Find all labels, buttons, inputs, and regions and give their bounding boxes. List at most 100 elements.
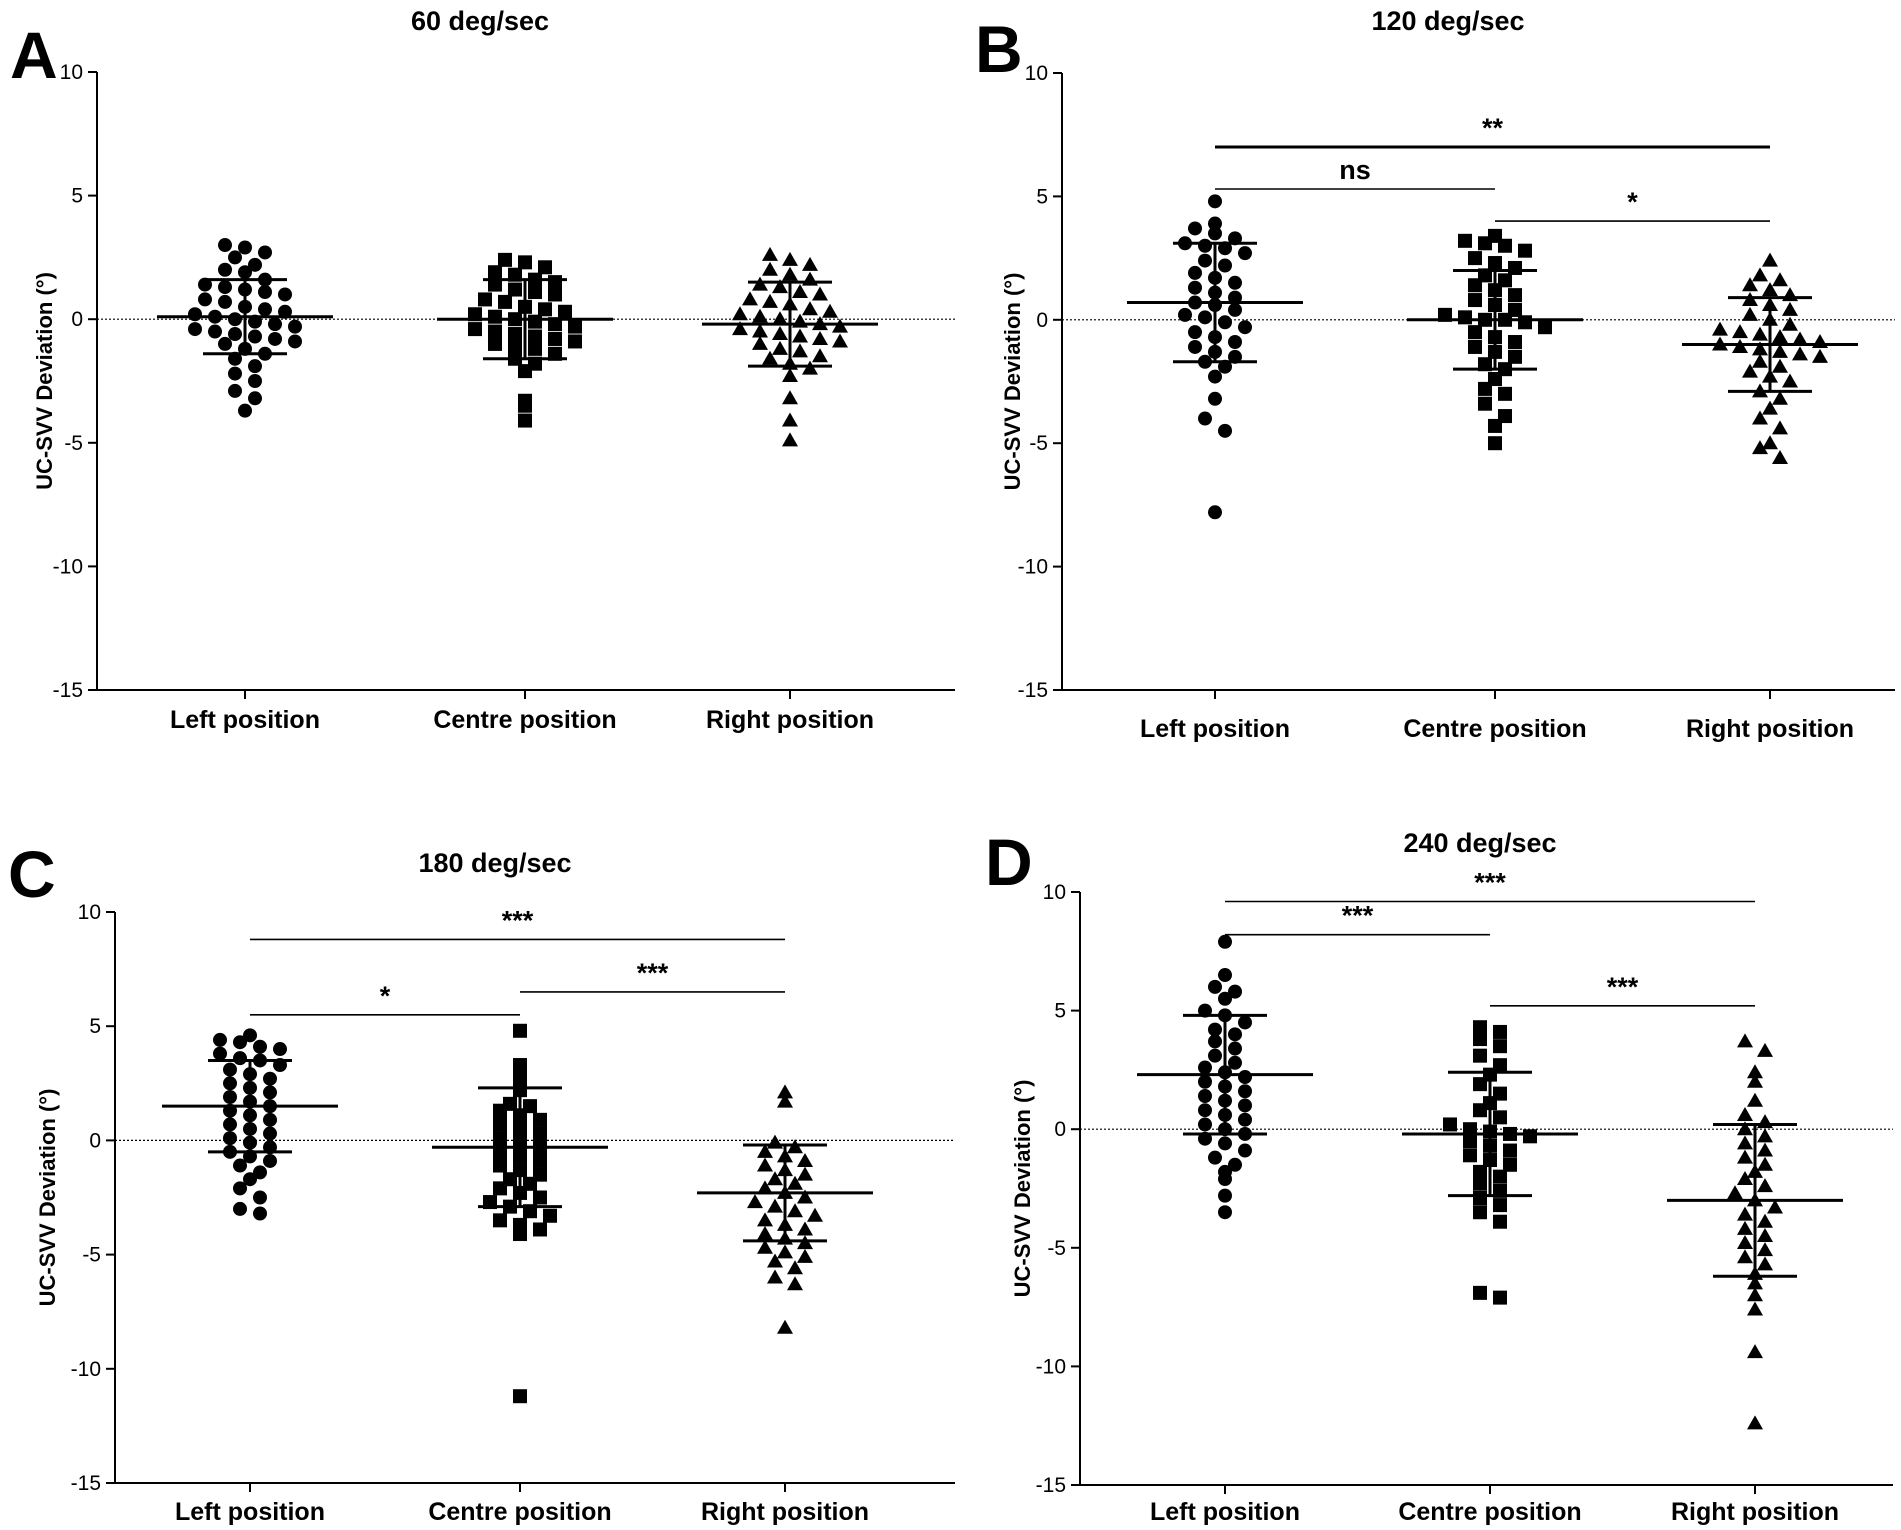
data-point <box>518 364 532 379</box>
data-point <box>752 335 768 350</box>
data-point <box>782 412 798 427</box>
significance-label: *** <box>502 905 534 935</box>
data-point <box>548 287 562 302</box>
data-point <box>263 1071 277 1086</box>
data-point <box>1473 1048 1487 1063</box>
x-category-label: Right position <box>706 706 874 734</box>
data-point <box>1468 251 1482 266</box>
data-point <box>533 1222 547 1237</box>
data-point <box>1742 306 1758 321</box>
y-tick-label: -15 <box>1036 1474 1066 1497</box>
series-square <box>1407 228 1583 451</box>
x-category-label: Left position <box>1140 715 1290 743</box>
data-point <box>1473 1164 1487 1179</box>
data-point <box>1752 410 1768 425</box>
data-point <box>1503 1143 1517 1158</box>
data-point <box>213 1032 227 1047</box>
data-point <box>762 261 778 276</box>
chart-title: 240 deg/sec <box>1403 828 1556 858</box>
data-point <box>812 330 828 345</box>
data-point <box>1218 423 1232 438</box>
x-category-label: Left position <box>175 1498 325 1526</box>
data-point <box>812 348 828 363</box>
data-point <box>762 246 778 261</box>
data-point <box>1737 1135 1753 1150</box>
data-point <box>1737 1220 1753 1235</box>
data-point <box>1198 1117 1212 1132</box>
data-point <box>1228 1041 1242 1056</box>
data-point <box>263 1112 277 1127</box>
data-point <box>223 1117 237 1132</box>
data-point <box>538 302 552 317</box>
data-point <box>1757 1242 1773 1257</box>
data-point <box>1747 1301 1763 1316</box>
data-point <box>1218 258 1232 273</box>
data-point <box>253 1190 267 1205</box>
data-point <box>1238 1112 1252 1127</box>
data-point <box>1228 1157 1242 1172</box>
data-point <box>1762 435 1778 450</box>
data-point <box>518 413 532 428</box>
data-point <box>498 294 512 309</box>
data-point <box>1198 411 1212 426</box>
data-point <box>792 328 808 343</box>
data-point <box>248 329 262 344</box>
data-point <box>782 266 798 281</box>
x-category-label: Centre position <box>1398 1498 1581 1526</box>
data-point <box>1178 307 1192 322</box>
data-point <box>288 319 302 334</box>
data-point <box>1757 1156 1773 1171</box>
y-tick-label: -5 <box>1029 432 1048 455</box>
data-point <box>1762 282 1778 297</box>
data-point <box>513 1389 527 1404</box>
data-point <box>503 1096 517 1111</box>
data-point <box>223 1062 237 1077</box>
data-point <box>508 282 522 297</box>
data-point <box>787 1276 803 1291</box>
data-point <box>278 287 292 302</box>
chart-title: 120 deg/sec <box>1371 6 1524 36</box>
data-point <box>243 1028 257 1043</box>
data-point <box>1508 302 1522 317</box>
x-category-label: Right position <box>1686 715 1854 743</box>
series-triangle <box>1667 1033 1843 1430</box>
data-point <box>1218 1188 1232 1203</box>
data-point <box>1198 253 1212 268</box>
data-point <box>223 1090 237 1105</box>
data-point <box>1757 1142 1773 1157</box>
data-point <box>797 1248 813 1263</box>
data-point <box>1767 1199 1783 1214</box>
data-point <box>1752 326 1768 341</box>
data-point <box>757 1143 773 1158</box>
data-point <box>223 1131 237 1146</box>
data-point <box>1493 1290 1507 1305</box>
data-point <box>218 294 232 309</box>
y-tick-label: -5 <box>64 432 83 455</box>
data-point <box>238 265 252 280</box>
data-point <box>757 1157 773 1172</box>
significance-label: *** <box>1474 867 1506 897</box>
data-point <box>263 1085 277 1100</box>
data-point <box>1782 316 1798 331</box>
data-point <box>248 374 262 388</box>
data-point <box>1208 194 1222 209</box>
data-point <box>1218 1172 1232 1187</box>
data-point <box>528 341 542 356</box>
data-point <box>1747 1287 1763 1302</box>
data-point <box>218 238 232 253</box>
data-point <box>1737 1149 1753 1164</box>
y-tick-label: 10 <box>1025 62 1048 85</box>
data-point <box>762 293 778 308</box>
data-point <box>757 1212 773 1227</box>
data-point <box>1493 1024 1507 1039</box>
data-point <box>1488 436 1502 451</box>
data-point <box>1752 341 1768 356</box>
significance-label: *** <box>1607 972 1639 1002</box>
y-tick-label: -15 <box>71 1472 101 1495</box>
data-point <box>1478 381 1492 396</box>
data-point <box>1747 1275 1763 1290</box>
data-point <box>1498 273 1512 288</box>
data-point <box>488 309 502 324</box>
data-point <box>1488 228 1502 243</box>
data-point <box>1208 979 1222 994</box>
